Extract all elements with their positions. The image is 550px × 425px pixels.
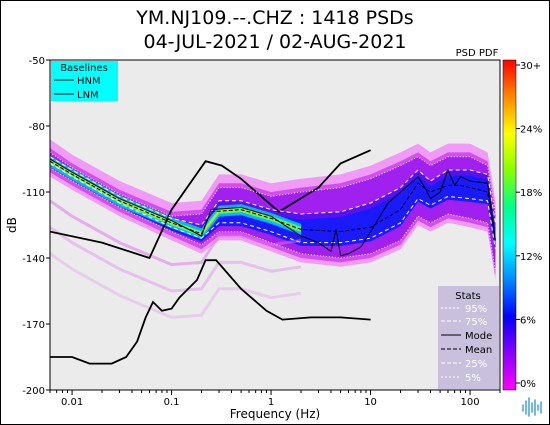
chart-title: YM.NJ109.--.CHZ : 1418 PSDs bbox=[136, 7, 414, 29]
colorbar-label: PSD PDF bbox=[456, 48, 499, 59]
pdf-band-core bbox=[50, 162, 496, 253]
mean-legend-label: Mean bbox=[465, 345, 492, 356]
p75-legend-label: 75% bbox=[465, 317, 487, 328]
colorbar-gradient bbox=[502, 59, 517, 391]
y-tick-label: -200 bbox=[22, 386, 45, 397]
hnm-curve bbox=[50, 149, 371, 260]
y-tick-label: -80 bbox=[29, 122, 45, 133]
x-tick-label: 1 bbox=[268, 397, 274, 408]
stats-legend-box bbox=[438, 286, 499, 389]
p25-legend-label: 25% bbox=[465, 359, 487, 370]
p5-legend-label: 5% bbox=[465, 373, 481, 384]
colorbar-tick-label: 0% bbox=[520, 379, 536, 390]
psd-pdf-heatmap bbox=[50, 139, 496, 319]
baselines-legend: Baselines HNM LNM bbox=[51, 61, 118, 101]
lnm-legend-label: LNM bbox=[77, 90, 99, 101]
statistics-curves bbox=[50, 151, 496, 272]
y-tick-label: -50 bbox=[29, 56, 45, 67]
pdf-upper-streak bbox=[50, 225, 302, 293]
stats-legend: Stats 95% 75% Mode Mean 25% 5% bbox=[438, 286, 499, 389]
x-tick-label: 100 bbox=[461, 397, 480, 408]
x-tick-label: 0.1 bbox=[164, 397, 180, 408]
y-tick-label: -110 bbox=[22, 188, 45, 199]
colorbar-tick-label: 24% bbox=[520, 125, 542, 136]
mean-curve bbox=[50, 160, 496, 241]
hnm-legend-label: HNM bbox=[77, 76, 101, 87]
stats-legend-title: Stats bbox=[455, 291, 481, 302]
axes: -50 -80 -110 -140 -170 -200 0.01 0.1 1 10 100 bbox=[22, 56, 501, 408]
baselines-legend-title: Baselines bbox=[60, 63, 108, 74]
iris-logo-icon bbox=[522, 397, 542, 417]
y-axis-label: dB bbox=[5, 217, 19, 233]
colorbar-ticks: 30+ 24% 18% 12% 6% 0% bbox=[516, 61, 542, 390]
p95-legend-label: 95% bbox=[465, 304, 487, 315]
x-tick-label: 0.01 bbox=[61, 397, 83, 408]
p75-curve bbox=[50, 156, 496, 226]
colorbar-tick-label: 12% bbox=[520, 252, 542, 263]
colorbar-tick-label: 30+ bbox=[520, 61, 541, 72]
y-tick-label: -170 bbox=[22, 320, 45, 331]
p95-curve bbox=[50, 151, 496, 217]
x-axis-label: Frequency (Hz) bbox=[230, 407, 321, 421]
baseline-curves bbox=[50, 149, 371, 365]
mode-legend-label: Mode bbox=[465, 331, 492, 342]
pdf-upper-streak bbox=[50, 199, 302, 267]
plot-border bbox=[49, 59, 501, 391]
colorbar-tick-label: 6% bbox=[520, 315, 536, 326]
x-tick-label: 10 bbox=[364, 397, 377, 408]
p25-curve bbox=[50, 162, 496, 250]
pdf-upper-streak bbox=[50, 252, 302, 319]
mode-curve bbox=[50, 158, 496, 257]
y-tick-label: -140 bbox=[22, 254, 45, 265]
p5-curve bbox=[50, 167, 496, 272]
colorbar: PSD PDF 30+ 24% 18% 12% 6% 0% bbox=[456, 48, 542, 391]
colorbar-tick-label: 18% bbox=[520, 188, 542, 199]
chart-subtitle: 04-JUL-2021 / 02-AUG-2021 bbox=[143, 31, 407, 53]
lnm-curve bbox=[50, 259, 371, 365]
